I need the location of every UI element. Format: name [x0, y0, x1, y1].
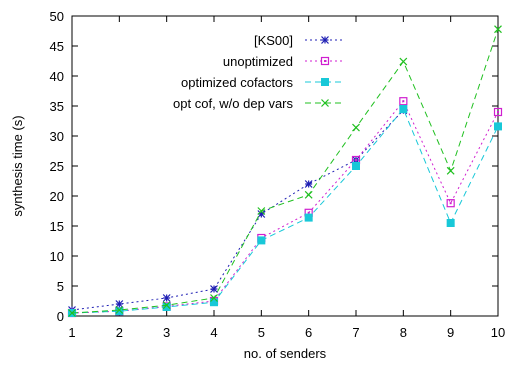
legend-marker	[321, 99, 329, 107]
data-point	[446, 219, 455, 227]
data-point	[446, 199, 455, 208]
data-point	[494, 122, 502, 131]
legend-label: opt cof, w/o dep vars	[173, 96, 293, 111]
data-point	[68, 309, 76, 317]
data-point	[494, 25, 502, 34]
data-point	[493, 107, 503, 117]
data-point	[162, 303, 171, 311]
legend-marker	[321, 78, 329, 86]
x-tick-label: 7	[352, 325, 359, 340]
x-tick-label: 6	[305, 325, 312, 340]
series-line-3	[71, 29, 499, 314]
data-point	[352, 123, 360, 132]
legend-marker	[321, 36, 329, 44]
y-tick-label: 30	[50, 129, 64, 144]
x-tick-label: 4	[210, 325, 217, 340]
y-tick-label: 20	[50, 189, 64, 204]
x-axis-label: no. of senders	[244, 346, 327, 361]
data-point	[399, 105, 408, 113]
y-tick-label: 5	[57, 279, 64, 294]
legend: [KS00] unoptimized optimized cofactors opt …	[173, 33, 345, 111]
series-line-0	[71, 109, 404, 311]
data-point	[399, 57, 408, 66]
data-point	[162, 301, 171, 310]
data-point	[257, 207, 266, 215]
data-point	[162, 294, 171, 302]
data-point	[115, 300, 124, 308]
y-tick-label: 0	[57, 309, 64, 324]
data-point	[304, 190, 313, 199]
y-tick-label: 40	[50, 69, 64, 84]
legend-label: [KS00]	[254, 33, 293, 48]
data-point	[210, 294, 218, 302]
series-line-2	[71, 108, 499, 314]
x-tick-label: 8	[400, 325, 407, 340]
y-axis-label: synthesis time (s)	[10, 115, 25, 216]
data-point	[304, 180, 313, 188]
data-point	[210, 285, 218, 293]
data-point	[115, 307, 124, 316]
y-tick-label: 10	[50, 249, 64, 264]
data-point	[115, 306, 124, 314]
data-point	[257, 236, 266, 245]
data-point	[399, 97, 408, 106]
x-tick-label: 2	[116, 325, 123, 340]
legend-marker	[320, 56, 330, 66]
x-tick-label: 9	[447, 325, 454, 340]
x-tick-label: 5	[258, 325, 265, 340]
y-tick-label: 50	[50, 9, 64, 24]
y-tick-label: 25	[50, 159, 64, 174]
data-point	[304, 213, 313, 222]
x-tick-label: 1	[68, 325, 75, 340]
x-tick-label: 3	[163, 325, 170, 340]
y-tick-label: 15	[50, 219, 64, 234]
legend-label: unoptimized	[223, 54, 293, 69]
data-point	[446, 166, 455, 175]
data-point	[352, 162, 360, 170]
legend-label: optimized cofactors	[181, 75, 293, 90]
y-tick-label: 35	[50, 99, 64, 114]
y-tick-label: 45	[50, 39, 64, 54]
x-tick-label: 10	[491, 325, 505, 340]
